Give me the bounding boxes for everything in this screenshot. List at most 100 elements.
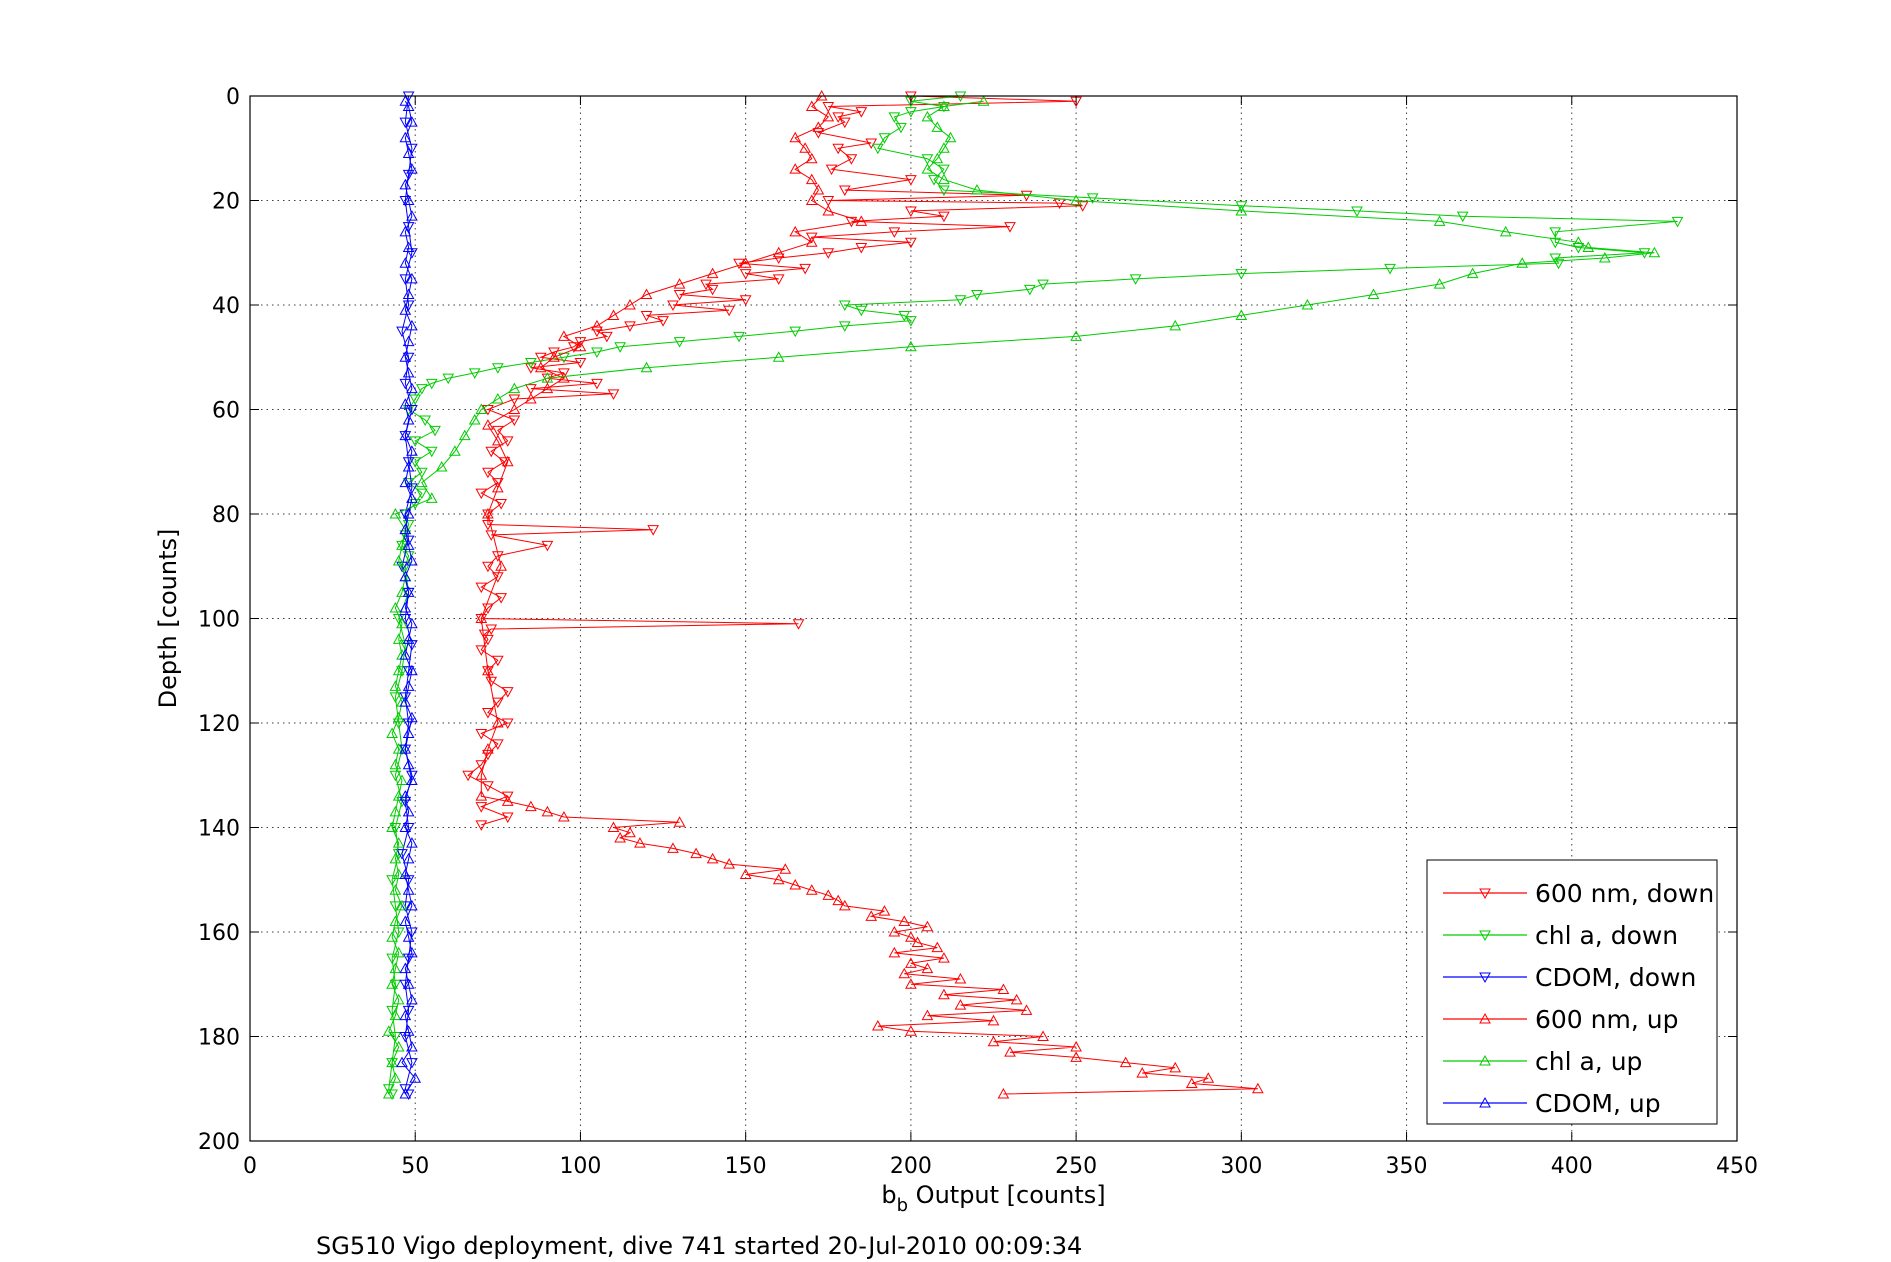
data-point-chl-a-down [415, 488, 428, 500]
data-point-600-nm-up [1020, 1004, 1033, 1015]
data-point-cdom-up [399, 304, 412, 315]
legend-box [1426, 859, 1718, 1125]
data-point-chl-a-up [931, 121, 944, 132]
data-point-600-nm-up [898, 915, 911, 927]
data-point-600-nm-down [591, 378, 603, 390]
data-point-600-nm-up [855, 215, 868, 226]
data-point-chl-a-down [415, 384, 428, 395]
data-point-600-nm-up [772, 873, 785, 885]
data-point-600-nm-up [1037, 1030, 1049, 1041]
legend-marker [1479, 930, 1491, 942]
data-point-600-nm-up [1004, 1046, 1016, 1057]
y-tick-label: 200 [198, 1130, 240, 1155]
data-point-600-nm-down [491, 739, 504, 750]
data-point-600-nm-down [792, 619, 805, 630]
data-point-600-nm-up [690, 847, 702, 859]
data-point-600-nm-down [482, 561, 494, 573]
data-point-chl-a-down [1549, 227, 1562, 238]
data-point-600-nm-up [812, 184, 825, 195]
data-point-cdom-down [399, 614, 412, 625]
data-point-chl-a-up [1235, 309, 1248, 320]
data-point-chl-a-down [591, 347, 603, 359]
data-point-chl-a-down [1671, 216, 1684, 228]
x-tick-label: 150 [725, 1154, 767, 1179]
data-point-chl-a-up [921, 110, 934, 122]
data-point-cdom-down [399, 901, 412, 912]
data-point-600-nm-down [485, 624, 498, 635]
data-point-600-nm-down [508, 394, 521, 406]
data-point-chl-a-up [1169, 319, 1182, 331]
data-point-600-nm-up [789, 878, 802, 890]
data-point-600-nm-up [921, 920, 934, 932]
data-point-chl-a-down [1351, 206, 1363, 217]
data-point-chl-a-up [392, 837, 405, 848]
data-point-chl-a-up [1070, 330, 1082, 341]
data-point-600-nm-down [574, 357, 587, 369]
data-point-600-nm-up [898, 967, 911, 979]
data-point-cdom-down [399, 979, 412, 991]
data-point-600-nm-down [938, 211, 950, 223]
data-point-chl-a-up [396, 617, 408, 629]
legend-label: chl a, down [1535, 921, 1678, 950]
data-point-cdom-up [402, 805, 415, 817]
data-point-600-nm-down [475, 802, 488, 813]
data-point-chl-a-down [1549, 253, 1562, 265]
data-point-600-nm-down [508, 415, 521, 426]
data-point-600-nm-up [931, 941, 944, 953]
data-point-chl-a-down [425, 446, 438, 458]
data-point-600-nm-down [485, 446, 498, 458]
data-point-cdom-down [399, 196, 412, 207]
data-point-cdom-down [406, 483, 418, 494]
data-point-chl-a-up [389, 758, 402, 770]
data-point-chl-a-down [1086, 193, 1099, 204]
data-point-600-nm-up [525, 800, 537, 812]
data-point-cdom-up [402, 194, 415, 205]
x-tick-label: 100 [559, 1154, 601, 1179]
data-point-cdom-up [406, 445, 418, 456]
y-tick-label: 80 [212, 503, 240, 528]
data-point-cdom-down [396, 849, 408, 860]
legend-label: CDOM, up [1535, 1089, 1661, 1118]
data-point-600-nm-up [987, 1014, 1000, 1026]
data-point-cdom-down [402, 352, 415, 364]
data-point-600-nm-up [878, 905, 891, 916]
data-point-chl-a-down [878, 133, 891, 144]
legend-entry-600-nm-down: 600 nm, down [1443, 879, 1714, 908]
data-point-600-nm-down [491, 425, 504, 437]
data-point-chl-a-up [1433, 215, 1446, 226]
data-point-chl-a-up [1582, 241, 1595, 253]
data-point-chl-a-up [392, 633, 405, 644]
data-point-chl-a-up [971, 184, 983, 195]
y-tick-label: 0 [226, 85, 240, 110]
data-point-chl-a-up [475, 403, 488, 414]
data-point-600-nm-up [706, 267, 719, 279]
legend-entry-600-nm-up: 600 nm, up [1443, 1005, 1678, 1034]
data-point-600-nm-up [905, 1025, 917, 1036]
data-point-600-nm-up [607, 821, 620, 832]
data-point-600-nm-down [534, 352, 547, 364]
data-point-600-nm-up [534, 361, 547, 373]
series-line-600-nm-down [467, 95, 1083, 826]
data-point-600-nm-down [501, 791, 514, 803]
data-point-chl-a-up [977, 95, 990, 106]
y-axis-label: Depth [counts] [154, 529, 182, 709]
data-point-cdom-up [406, 116, 418, 127]
data-point-cdom-up [402, 931, 415, 942]
data-point-600-nm-up [1119, 1056, 1132, 1068]
data-point-chl-a-up [389, 884, 402, 895]
y-tick-label: 160 [198, 921, 240, 946]
data-point-600-nm-up [905, 957, 917, 968]
data-point-600-nm-down [723, 305, 735, 317]
data-point-600-nm-down [525, 384, 537, 395]
data-point-600-nm-down [706, 284, 719, 296]
data-point-600-nm-down [812, 128, 825, 139]
data-point-chl-a-up [389, 1072, 402, 1083]
data-point-600-nm-down [491, 478, 504, 489]
data-point-chl-a-up [389, 1009, 402, 1021]
data-point-chl-a-down [1037, 279, 1049, 291]
data-point-600-nm-up [812, 121, 825, 132]
data-point-600-nm-down [739, 269, 752, 280]
data-point-600-nm-up [1070, 1040, 1082, 1052]
data-point-chl-a-down [389, 979, 402, 991]
data-point-chl-a-down [938, 185, 950, 197]
